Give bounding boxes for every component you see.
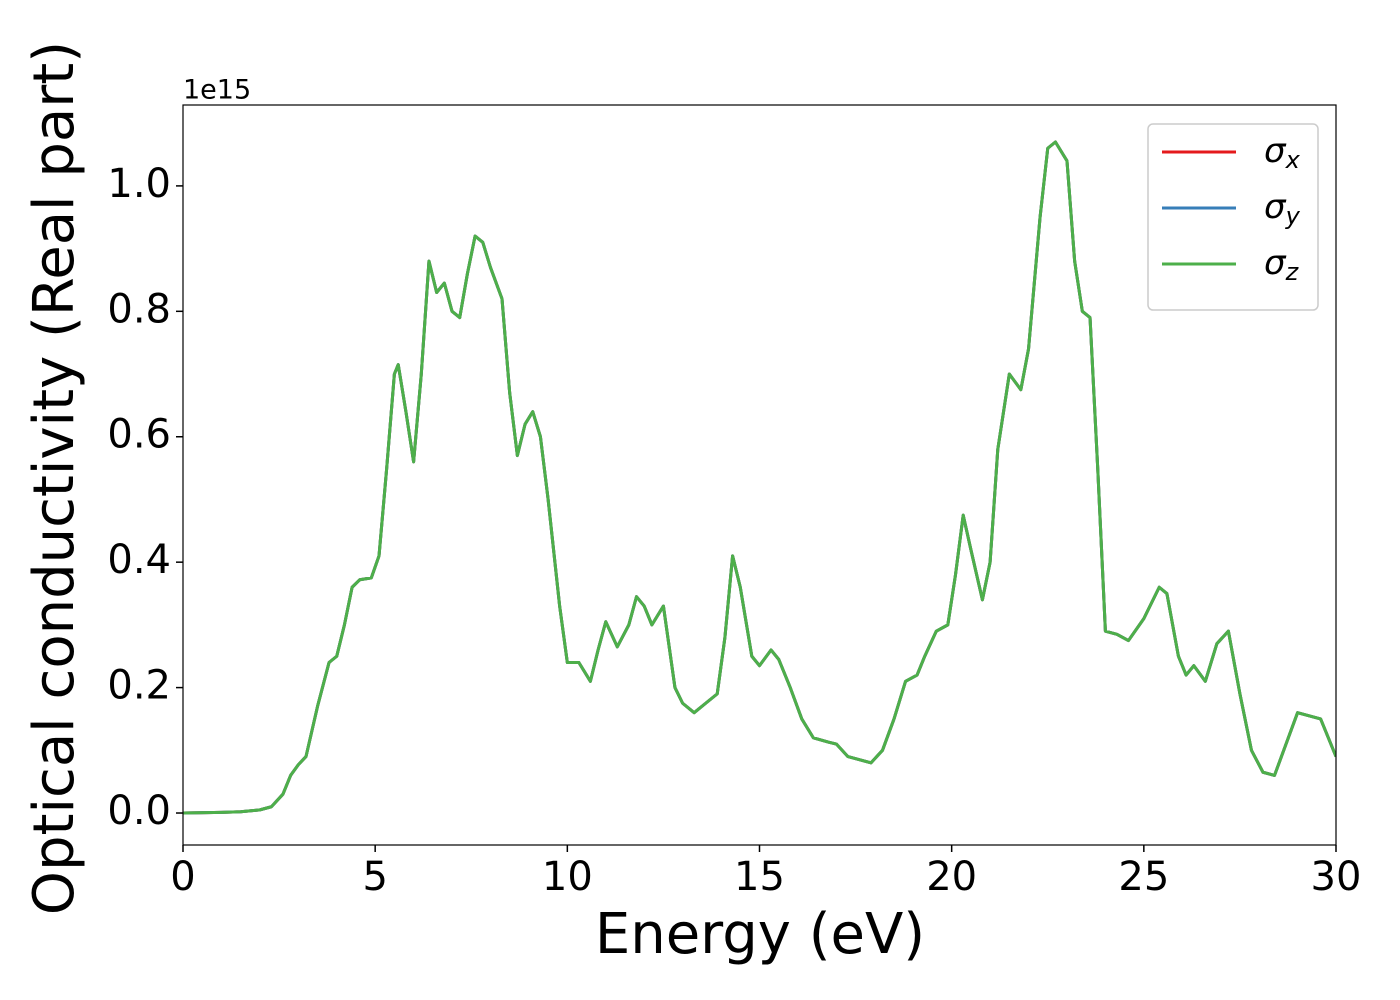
y-tick-label: 1.0	[107, 161, 171, 207]
y-axis-label: Optical conductivity (Real part)	[22, 41, 87, 915]
plot-frame	[182, 104, 1337, 846]
x-tick-label: 5	[362, 854, 387, 900]
y-offset-label: 1e15	[183, 75, 251, 106]
x-tick-label: 20	[926, 854, 977, 900]
x-tick-label: 15	[734, 854, 785, 900]
legend-label: σx	[1264, 131, 1301, 175]
legend-label: σy	[1264, 187, 1301, 231]
legend-label: σz	[1264, 243, 1300, 287]
x-axis-label: Energy (eV)	[595, 902, 925, 967]
legend: σx σy σz	[1147, 123, 1319, 311]
x-tick-label: 10	[542, 854, 593, 900]
x-tick-label: 30	[1311, 854, 1362, 900]
plot-lines	[183, 140, 1336, 815]
y-tick-label: 0.4	[107, 537, 171, 583]
series-line	[183, 140, 1336, 815]
y-tick-label: 0.6	[107, 412, 171, 458]
x-tick-label: 0	[170, 854, 195, 900]
y-tick-label: 0.2	[107, 663, 171, 709]
y-tick-label: 0.8	[107, 286, 171, 332]
x-tick-label: 25	[1118, 854, 1169, 900]
y-tick-label: 0.0	[107, 788, 171, 834]
